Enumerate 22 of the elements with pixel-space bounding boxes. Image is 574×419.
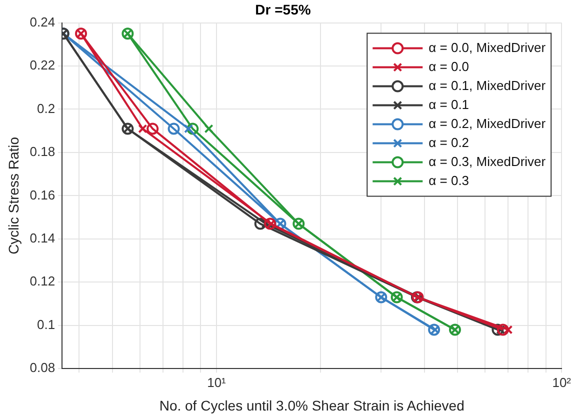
x-axis-title: No. of Cycles until 3.0% Shear Strain is Achieved [159,397,464,414]
y-tick-label: 0.16 [30,187,56,202]
y-tick-label: 0.08 [30,360,56,376]
legend-label: α = 0.1, MixedDriver [428,78,546,93]
chart-title: Dr =55% [255,1,312,18]
legend-label: α = 0.3 [428,172,470,188]
legend-label: α = 0.1 [428,96,470,112]
y-tick-label: 0.14 [30,230,56,246]
y-tick-label: 0.18 [30,144,56,160]
legend-label: α = 0.3, MixedDriver [428,154,546,169]
legend-label: α = 0.2, MixedDriver [428,116,546,131]
y-tick-label: 0.2 [37,100,56,116]
x-tick-label: 10¹ [207,374,227,390]
legend-label: α = 0.2 [428,134,470,150]
legend-label: α = 0.0, MixedDriver [428,40,546,55]
y-tick-label: 0.24 [30,14,56,30]
y-axis-title: Cyclic Stress Ratio [5,136,22,254]
y-tick-label: 0.12 [30,274,56,289]
legend-label: α = 0.0 [428,58,470,74]
x-tick-label: 10² [552,374,572,390]
y-tick-label: 0.22 [30,58,56,73]
y-tick-label: 0.1 [37,316,56,332]
